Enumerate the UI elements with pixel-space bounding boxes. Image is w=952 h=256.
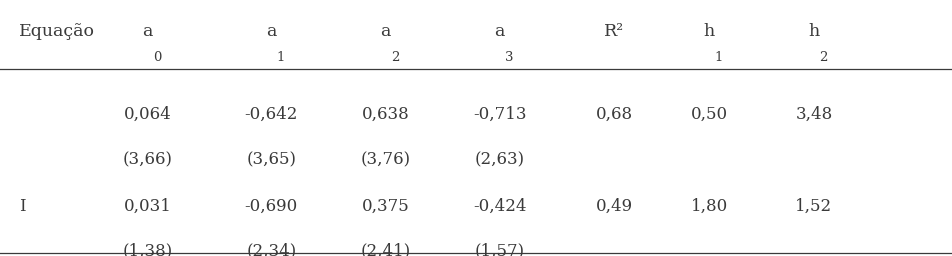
Text: 0: 0 <box>153 51 161 65</box>
Text: (2,34): (2,34) <box>247 242 296 256</box>
Text: R²: R² <box>604 23 625 40</box>
Text: (3,65): (3,65) <box>247 152 296 168</box>
Text: 2: 2 <box>820 51 827 65</box>
Text: -0,642: -0,642 <box>245 105 298 122</box>
Text: a: a <box>143 23 152 40</box>
Text: I: I <box>19 198 26 215</box>
Text: 0,68: 0,68 <box>596 105 632 122</box>
Text: a: a <box>381 23 390 40</box>
Text: (2,41): (2,41) <box>361 242 410 256</box>
Text: 1,52: 1,52 <box>796 198 832 215</box>
Text: 0,031: 0,031 <box>124 198 171 215</box>
Text: 3: 3 <box>506 51 513 65</box>
Text: -0,690: -0,690 <box>245 198 298 215</box>
Text: h: h <box>808 23 820 40</box>
Text: 3,48: 3,48 <box>795 105 833 122</box>
Text: (3,66): (3,66) <box>123 152 172 168</box>
Text: h: h <box>704 23 715 40</box>
Text: 0,064: 0,064 <box>124 105 171 122</box>
Text: 2: 2 <box>391 51 399 65</box>
Text: (3,76): (3,76) <box>361 152 410 168</box>
Text: -0,424: -0,424 <box>473 198 526 215</box>
Text: 0,50: 0,50 <box>691 105 727 122</box>
Text: 0,49: 0,49 <box>596 198 632 215</box>
Text: 0,375: 0,375 <box>362 198 409 215</box>
Text: (1,38): (1,38) <box>123 242 172 256</box>
Text: 0,638: 0,638 <box>362 105 409 122</box>
Text: (1,57): (1,57) <box>475 242 525 256</box>
Text: 1: 1 <box>715 51 723 65</box>
Text: 1,80: 1,80 <box>690 198 728 215</box>
Text: (2,63): (2,63) <box>475 152 525 168</box>
Text: Equação: Equação <box>19 23 95 40</box>
Text: 1: 1 <box>277 51 285 65</box>
Text: -0,713: -0,713 <box>473 105 526 122</box>
Text: a: a <box>495 23 505 40</box>
Text: a: a <box>267 23 276 40</box>
